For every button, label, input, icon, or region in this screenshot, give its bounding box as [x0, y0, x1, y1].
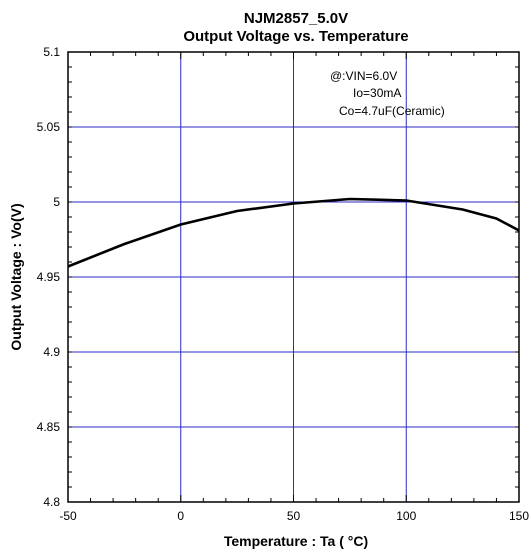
- annotation-io: Io=30mA: [353, 86, 401, 100]
- y-tick-label: 4.85: [37, 420, 61, 434]
- y-tick-label: 4.8: [43, 495, 60, 509]
- y-tick-label: 4.9: [43, 345, 60, 359]
- y-axis-label: Output Voltage : Vo(V): [8, 203, 24, 350]
- x-axis-label: Temperature : Ta ( °C): [224, 533, 368, 549]
- y-tick-label: 5.05: [37, 120, 61, 134]
- x-tick-label: 150: [509, 509, 529, 523]
- series-line: [67, 197, 520, 268]
- chart-title: NJM2857_5.0V: [244, 10, 348, 27]
- x-tick-label: 0: [177, 509, 184, 523]
- plot-frame: [67, 51, 520, 503]
- x-tick-label: -50: [59, 509, 77, 523]
- plot-area: -50 0 50 100 150 4.8 4.85 4.9 4.95 5 5.05 5.1: [37, 45, 530, 523]
- x-tick-label: 50: [287, 509, 301, 523]
- chart-subtitle: Output Voltage vs. Temperature: [183, 28, 408, 45]
- x-tick-label: 100: [396, 509, 416, 523]
- y-tick-label: 5: [53, 195, 60, 209]
- annotation-vin: @:VIN=6.0V: [330, 69, 397, 83]
- y-tick-label: 5.1: [43, 45, 60, 59]
- annotation-co: Co=4.7uF(Ceramic): [339, 104, 445, 118]
- y-tick-label: 4.95: [37, 270, 61, 284]
